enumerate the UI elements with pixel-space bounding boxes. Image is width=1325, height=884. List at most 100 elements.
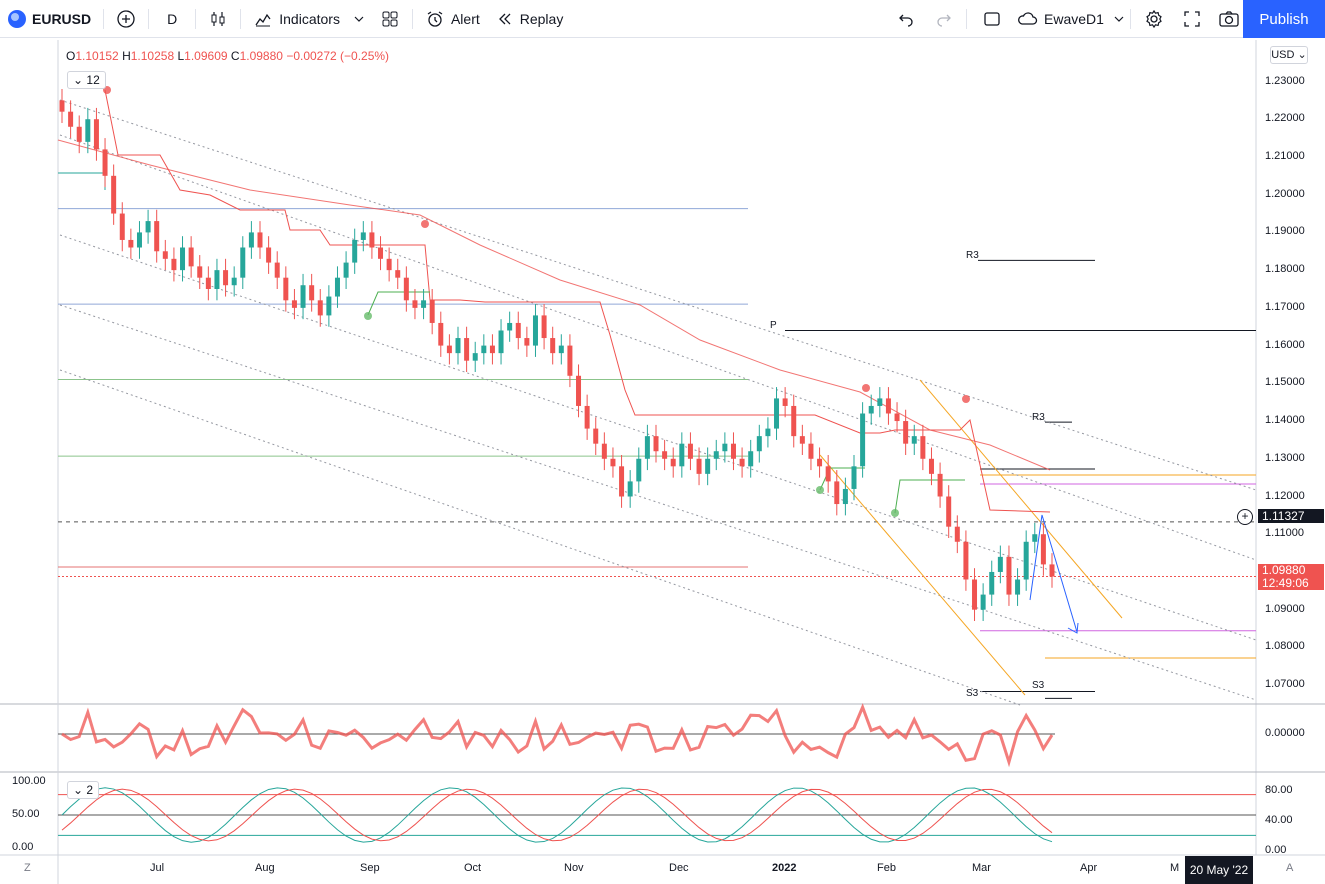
candle-body bbox=[446, 345, 452, 354]
bar-countdown: 12:49:06 bbox=[1262, 576, 1309, 590]
candle-body bbox=[197, 266, 203, 278]
candle-body bbox=[102, 149, 108, 176]
replay-button[interactable]: Replay bbox=[488, 0, 572, 38]
a-label: A bbox=[1286, 862, 1294, 874]
candle-body bbox=[352, 239, 358, 263]
osc2-left-tick-label: 100.00 bbox=[12, 775, 46, 787]
candle-body bbox=[438, 322, 444, 346]
pivot-label-s3-lower: S3 bbox=[966, 688, 979, 699]
pivot-label-r3-lower: R3 bbox=[1032, 412, 1045, 423]
templates-button[interactable] bbox=[372, 0, 408, 38]
candle-body bbox=[825, 466, 831, 482]
time-tick-label: Aug bbox=[255, 862, 275, 874]
candle-body bbox=[343, 262, 349, 278]
osc2-d-line bbox=[61, 788, 1053, 842]
high-label: H bbox=[122, 49, 131, 63]
price-tick-label: 1.19000 bbox=[1265, 225, 1305, 238]
last-price-tag: 1.09880 12:49:06 bbox=[1258, 564, 1324, 590]
interval-button[interactable]: D bbox=[153, 0, 191, 38]
arrow-head-icon bbox=[1067, 622, 1079, 634]
indicators-icon bbox=[255, 13, 271, 26]
pivot-label-p: P bbox=[770, 320, 777, 331]
candle-body bbox=[541, 315, 547, 339]
candle-body bbox=[386, 258, 392, 271]
chart-type-button[interactable] bbox=[200, 0, 236, 38]
moving-average-line bbox=[57, 139, 1051, 471]
candle-body bbox=[834, 481, 840, 505]
chevron-down-icon: ⌄ bbox=[73, 73, 84, 87]
osc2-right-tick-label: 0.00 bbox=[1265, 844, 1287, 856]
candle-body bbox=[739, 458, 745, 467]
price-tick-label: 1.11000 bbox=[1265, 527, 1304, 540]
candle-body bbox=[928, 458, 934, 474]
price-tick-label: 1.13000 bbox=[1265, 451, 1305, 464]
candle-body bbox=[85, 119, 91, 142]
low-label: L bbox=[177, 49, 185, 63]
candle-body bbox=[894, 413, 900, 422]
channel-line bbox=[59, 99, 1257, 491]
candle-body bbox=[885, 398, 891, 414]
candle-body bbox=[1040, 534, 1046, 565]
indicators-label: Indicators bbox=[279, 10, 340, 27]
time-tick-label: Dec bbox=[669, 862, 689, 874]
pivot-label-s3-upper: S3 bbox=[1032, 680, 1045, 691]
candle-body bbox=[464, 338, 470, 361]
channel-line bbox=[59, 369, 1021, 706]
timezone-button[interactable]: Z bbox=[24, 862, 31, 874]
change-value: −0.00272 (−0.25%) bbox=[286, 49, 390, 63]
indicators-collapse-toggle[interactable]: ⌄ 12 bbox=[67, 71, 106, 89]
fullscreen-button[interactable] bbox=[1174, 0, 1210, 38]
candle-body bbox=[283, 277, 289, 301]
candle-body bbox=[842, 488, 848, 505]
cloud-icon bbox=[1018, 11, 1038, 25]
last-price: 1.09880 bbox=[1262, 563, 1306, 577]
candle-body bbox=[679, 443, 685, 467]
indicators-button[interactable]: Indicators bbox=[245, 0, 372, 38]
candle-body bbox=[903, 421, 909, 444]
gear-icon bbox=[1146, 9, 1162, 28]
candle-body bbox=[93, 119, 99, 150]
settings-button[interactable] bbox=[1136, 0, 1172, 38]
oscillator-count: 2 bbox=[86, 783, 94, 797]
symbol-search[interactable]: EURUSD bbox=[0, 0, 99, 38]
chevron-down-icon: ⌄ bbox=[73, 783, 84, 797]
snapshot-button[interactable] bbox=[1210, 0, 1248, 38]
redo-icon bbox=[937, 14, 951, 27]
time-tick-label: Jul bbox=[150, 862, 165, 874]
add-plus-icon[interactable]: + bbox=[1237, 509, 1253, 525]
currency-selector[interactable]: USD ⌄ bbox=[1270, 46, 1308, 64]
candle-body bbox=[774, 398, 780, 429]
compare-button[interactable] bbox=[108, 0, 144, 38]
candle-body bbox=[593, 428, 599, 444]
time-tick-label: Oct bbox=[464, 862, 482, 874]
chevron-down-icon bbox=[1114, 16, 1124, 22]
candle-body bbox=[171, 258, 177, 271]
candle-body bbox=[791, 405, 797, 437]
candle-body bbox=[1023, 541, 1029, 580]
projection-arrow bbox=[1029, 514, 1078, 633]
candle-body bbox=[782, 398, 788, 406]
candle-body bbox=[180, 247, 186, 271]
candle-body bbox=[937, 473, 943, 497]
grid-layout-icon bbox=[382, 11, 398, 26]
candle-body bbox=[576, 375, 582, 406]
candle-body bbox=[972, 579, 978, 610]
price-tick-label: 1.15000 bbox=[1265, 376, 1305, 389]
trailing-stop-green bbox=[819, 467, 865, 491]
publish-button[interactable]: Publish bbox=[1243, 0, 1325, 38]
layout-menu-button[interactable]: EwaveD1 bbox=[1008, 0, 1132, 38]
undo-button[interactable] bbox=[888, 0, 924, 38]
auto-scale-button[interactable]: A bbox=[1286, 862, 1293, 874]
candle-body bbox=[455, 338, 461, 354]
oscillator-collapse-toggle[interactable]: ⌄ 2 bbox=[67, 781, 100, 799]
signal-dot bbox=[816, 486, 824, 494]
signal-dot bbox=[891, 509, 899, 517]
price-tick-label: 1.18000 bbox=[1265, 263, 1305, 276]
alert-button[interactable]: Alert bbox=[417, 0, 488, 38]
candle-body bbox=[507, 322, 513, 331]
candle-body bbox=[713, 451, 719, 459]
candle-body bbox=[515, 322, 521, 339]
fullscreen-layout-button[interactable] bbox=[974, 0, 1010, 38]
redo-button[interactable] bbox=[926, 0, 962, 38]
